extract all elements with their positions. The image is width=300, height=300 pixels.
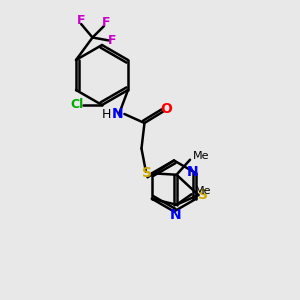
Text: N: N	[112, 107, 123, 121]
Text: N: N	[170, 208, 181, 222]
Text: F: F	[108, 34, 117, 47]
Text: N: N	[187, 165, 198, 179]
Text: S: S	[142, 167, 152, 180]
Text: F: F	[77, 14, 85, 27]
Text: O: O	[160, 102, 172, 116]
Text: Me: Me	[193, 151, 209, 161]
Text: Cl: Cl	[70, 98, 84, 112]
Text: Me: Me	[194, 186, 211, 196]
Text: S: S	[198, 188, 208, 202]
Text: F: F	[102, 16, 111, 29]
Text: H: H	[102, 107, 111, 121]
